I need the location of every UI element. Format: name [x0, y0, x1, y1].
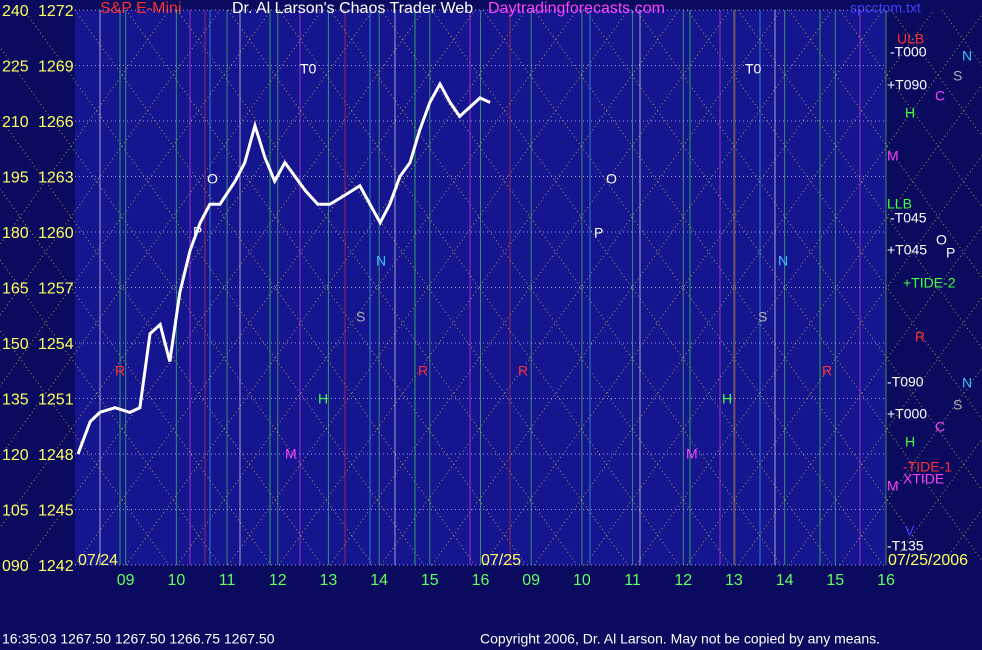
- x-tick-label: 13: [725, 572, 743, 589]
- x-tick-label: 09: [117, 572, 135, 589]
- annotation: S: [758, 309, 767, 325]
- annotation: -T090: [887, 374, 924, 390]
- annotation: S: [356, 309, 365, 325]
- annotation: T0: [300, 61, 317, 77]
- annotation: M: [887, 148, 899, 164]
- annotation: R: [418, 363, 428, 379]
- y2-tick-label: 135: [2, 392, 29, 409]
- annotation: V: [905, 523, 915, 539]
- y2-tick-label: 210: [2, 114, 29, 131]
- annotation: C: [935, 419, 945, 435]
- copyright: Copyright 2006, Dr. Al Larson. May not b…: [480, 631, 880, 647]
- annotation: +T090: [887, 77, 927, 93]
- x-tick-label: 15: [421, 572, 439, 589]
- y-tick-label: 1269: [38, 59, 74, 76]
- y2-tick-label: 120: [2, 447, 29, 464]
- y-tick-label: 1248: [38, 447, 74, 464]
- y-tick-label: 1245: [38, 503, 74, 520]
- annotation: ULB: [897, 31, 924, 47]
- price-line: [76, 80, 491, 455]
- annotation: S: [953, 68, 962, 84]
- symbol: S&P E-Mini: [100, 0, 182, 17]
- annotation: P: [193, 224, 202, 240]
- file-name: spcctom.txt: [850, 0, 921, 16]
- x-tick-label: 14: [776, 572, 794, 589]
- y2-tick-label: 150: [2, 336, 29, 353]
- annotation: LLB: [887, 196, 912, 212]
- annotation: O: [207, 171, 218, 187]
- annotation: O: [606, 171, 617, 187]
- date-label: 07/25/2006: [888, 552, 968, 569]
- chart-title: Dr. Al Larson's Chaos Trader Web: [232, 0, 473, 17]
- annotation: R: [915, 329, 925, 345]
- y2-tick-label: 105: [2, 503, 29, 520]
- y2-tick-label: 165: [2, 281, 29, 298]
- y-tick-label: 1266: [38, 114, 74, 131]
- x-tick-label: 16: [472, 572, 490, 589]
- x-tick-label: 11: [219, 572, 236, 589]
- annotation: -TIDE-1: [903, 459, 952, 475]
- x-tick-label: 09: [522, 572, 540, 589]
- annotation: N: [778, 253, 788, 269]
- annotation: R: [518, 363, 528, 379]
- annotation: +TIDE-2: [903, 275, 956, 291]
- y2-tick-label: 180: [2, 225, 29, 242]
- annotation: O: [936, 232, 947, 248]
- annotation: H: [905, 105, 915, 121]
- annotation: R: [822, 363, 832, 379]
- x-tick-label: 10: [573, 572, 591, 589]
- annotation: M: [887, 478, 899, 494]
- x-tick-label: 16: [877, 572, 895, 589]
- y2-tick-label: 240: [2, 3, 29, 20]
- annotation: +T045: [887, 242, 927, 258]
- x-tick-label: 11: [624, 572, 641, 589]
- annotation: C: [935, 88, 945, 104]
- site: Daytradingforecasts.com: [488, 0, 665, 17]
- y-tick-label: 1260: [38, 225, 74, 242]
- y2-tick-label: 090: [2, 558, 29, 575]
- annotation: S: [953, 397, 962, 413]
- annotation: T0: [745, 61, 762, 77]
- x-tick-label: 13: [320, 572, 338, 589]
- y-tick-label: 1251: [38, 392, 74, 409]
- y2-tick-label: 195: [2, 170, 29, 187]
- annotation: H: [905, 434, 915, 450]
- annotation: -T045: [890, 210, 927, 226]
- annotation: N: [962, 375, 972, 391]
- annotation: XTIDE: [903, 471, 944, 487]
- annotation: R: [115, 363, 125, 379]
- y-tick-label: 1257: [38, 281, 74, 298]
- annotation: N: [376, 253, 386, 269]
- y-tick-label: 1254: [38, 336, 74, 353]
- annotation: P: [594, 225, 603, 241]
- y-tick-label: 1263: [38, 170, 74, 187]
- annotation: M: [285, 446, 297, 462]
- annotation: -T135: [887, 538, 924, 554]
- y2-tick-label: 225: [2, 59, 29, 76]
- annotation: +T000: [887, 406, 927, 422]
- annotation: P: [946, 245, 955, 261]
- annotation: N: [962, 48, 972, 64]
- y-tick-label: 1272: [38, 3, 74, 20]
- x-tick-label: 15: [826, 572, 844, 589]
- date-label: 07/25: [481, 552, 521, 569]
- date-label: 07/24: [78, 552, 118, 569]
- status: 16:35:03 1267.50 1267.50 1266.75 1267.50: [2, 631, 275, 647]
- y-tick-label: 1242: [38, 558, 74, 575]
- x-tick-label: 12: [269, 572, 287, 589]
- annotation: H: [318, 391, 328, 407]
- annotation: M: [686, 446, 698, 462]
- x-tick-label: 10: [167, 572, 185, 589]
- x-tick-label: 14: [370, 572, 388, 589]
- x-tick-label: 12: [674, 572, 692, 589]
- annotation: -T000: [890, 44, 927, 60]
- annotation: H: [722, 391, 732, 407]
